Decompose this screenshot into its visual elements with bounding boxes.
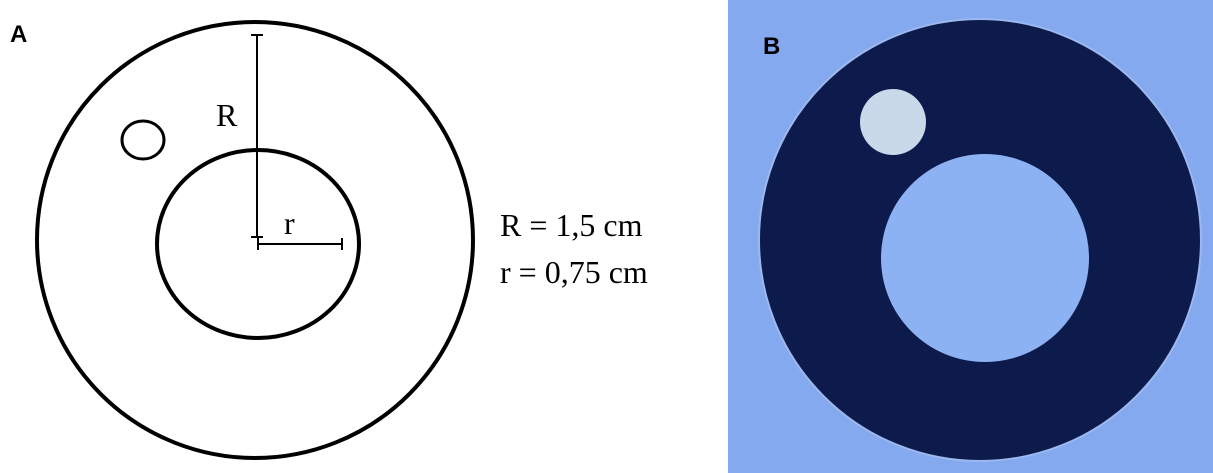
inner-radius-label: r: [284, 205, 295, 241]
panel-label: A: [10, 21, 27, 48]
outer-circle: [37, 22, 473, 458]
dimension-text: r = 0,75 cm: [500, 254, 648, 290]
panel-label: B: [763, 33, 780, 60]
panel-b: B: [728, 0, 1213, 473]
outer-radius-label: R: [216, 97, 238, 133]
dimension-text: R = 1,5 cm: [500, 207, 643, 243]
panel-a: A R r R = 1,5 cm r = 0,75 cm: [10, 21, 648, 458]
sample-spot: [860, 89, 926, 155]
small-hole: [122, 121, 164, 159]
center-hole: [881, 154, 1089, 362]
radius-markers: [251, 35, 342, 250]
figure: A R r R = 1,5 cm r = 0,75 cm B: [0, 0, 1213, 473]
